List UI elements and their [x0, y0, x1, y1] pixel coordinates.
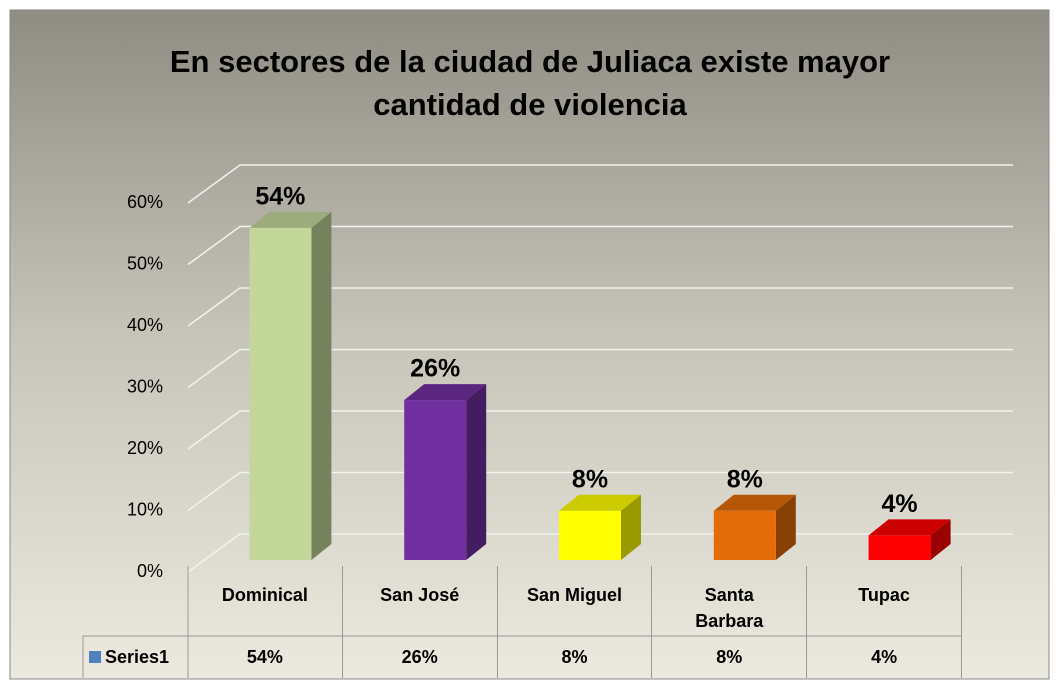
grid-line: [187, 225, 1013, 266]
data-label: 4%: [882, 490, 918, 518]
table-value: 8%: [498, 636, 653, 678]
category-label: Dominical: [188, 566, 343, 636]
bar-top: [713, 494, 796, 511]
category-label: Santa Barbara: [652, 566, 808, 636]
data-label: 8%: [572, 465, 608, 493]
bar-side: [466, 384, 487, 560]
bar: [249, 227, 312, 560]
bar: [559, 510, 621, 560]
category-label: San José: [343, 566, 498, 636]
bar-top: [868, 519, 951, 536]
bar: [868, 535, 931, 560]
bar-side: [930, 519, 951, 560]
legend-entry: Series1: [83, 636, 188, 678]
bar: [404, 400, 467, 560]
y-tick-label: 30%: [127, 376, 163, 396]
table-value: 8%: [652, 636, 808, 678]
grid-line: [187, 287, 1013, 327]
y-tick-label: 20%: [127, 438, 163, 458]
bar: [713, 510, 776, 560]
table-value: 4%: [807, 636, 962, 678]
bar-top: [249, 211, 332, 228]
legend-swatch: [89, 651, 101, 663]
y-tick-label: 60%: [127, 192, 163, 212]
legend-label: Series1: [105, 646, 170, 667]
grid-line: [187, 348, 1013, 389]
y-tick-label: 10%: [127, 499, 163, 519]
data-label: 26%: [410, 355, 460, 383]
chart-background: [9, 9, 1050, 680]
table-value: 54%: [188, 636, 343, 678]
grid-line: [187, 471, 1013, 512]
grid-line: [187, 164, 1013, 204]
bar-side: [621, 494, 641, 560]
bar-side: [775, 494, 796, 560]
y-tick-label: 0%: [137, 561, 163, 581]
data-label: 8%: [727, 465, 763, 493]
y-tick-label: 50%: [127, 253, 163, 273]
grid-line: [187, 410, 1013, 450]
bar-side: [311, 211, 332, 560]
chart-title: En sectores de la ciudad de Juliaca exis…: [169, 44, 891, 122]
data-label: 54%: [255, 183, 305, 211]
bar-top: [559, 494, 641, 511]
category-label: San Miguel: [498, 566, 653, 636]
y-tick-label: 40%: [127, 315, 163, 335]
category-label: Tupac: [807, 566, 962, 636]
bar-top: [404, 384, 487, 401]
table-value: 26%: [343, 636, 498, 678]
